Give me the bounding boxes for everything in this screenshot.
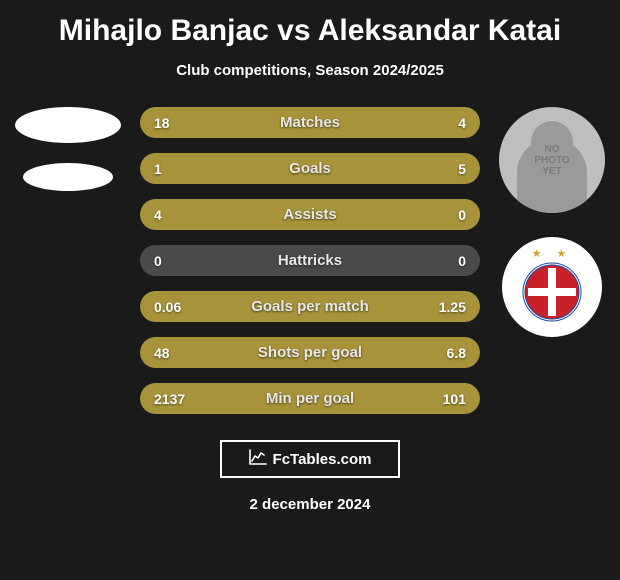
player-left-avatar — [15, 107, 121, 143]
stat-bar: 0 0 Hattricks — [140, 245, 480, 276]
stat-value-right: 101 — [443, 391, 466, 407]
stat-value-left: 1 — [154, 161, 162, 177]
stat-value-right: 0 — [458, 253, 466, 269]
no-photo-label: NO PHOTO YET — [534, 144, 569, 177]
stat-value-right: 6.8 — [447, 345, 466, 361]
stat-value-right: 5 — [458, 161, 466, 177]
stat-bar: 2137 101 Min per goal — [140, 383, 480, 414]
stat-label: Goals — [289, 160, 331, 177]
page-subtitle: Club competitions, Season 2024/2025 — [176, 62, 444, 79]
stat-bar: 48 6.8 Shots per goal — [140, 337, 480, 368]
stat-label: Min per goal — [266, 390, 354, 407]
stat-value-left: 0 — [154, 253, 162, 269]
stat-value-right: 0 — [458, 207, 466, 223]
player-left-club-badge — [23, 163, 113, 191]
stat-value-left: 4 — [154, 207, 162, 223]
infographic-container: Mihajlo Banjac vs Aleksandar Katai Club … — [0, 0, 620, 580]
stat-bar: 18 4 Matches — [140, 107, 480, 138]
stat-label: Hattricks — [278, 252, 342, 269]
stat-bar-fill-right — [419, 107, 480, 138]
chart-icon — [249, 449, 267, 470]
stat-label: Goals per match — [251, 298, 369, 315]
main-row: 18 4 Matches 1 5 Goals 4 0 Assists 0 0 Hattricks 0.0… — [0, 101, 620, 414]
right-player-column: NO PHOTO YET ★ ★ — [492, 101, 612, 337]
page-title: Mihajlo Banjac vs Aleksandar Katai — [59, 14, 561, 48]
footer-date: 2 december 2024 — [250, 496, 371, 513]
stat-value-right: 1.25 — [439, 299, 466, 315]
stat-bar: 1 5 Goals — [140, 153, 480, 184]
star-icon: ★ ★ — [532, 247, 573, 260]
stat-bar-fill-right — [198, 153, 480, 184]
stat-value-left: 0.06 — [154, 299, 181, 315]
stat-bar: 4 0 Assists — [140, 199, 480, 230]
stats-bars-column: 18 4 Matches 1 5 Goals 4 0 Assists 0 0 Hattricks 0.0… — [130, 101, 490, 414]
stat-bar-fill-left — [140, 153, 198, 184]
club-shield-icon — [522, 262, 582, 322]
player-right-avatar: NO PHOTO YET — [499, 107, 605, 213]
stat-label: Matches — [280, 114, 340, 131]
stat-bar: 0.06 1.25 Goals per match — [140, 291, 480, 322]
stat-label: Assists — [283, 206, 336, 223]
stat-value-right: 4 — [458, 115, 466, 131]
stat-value-left: 48 — [154, 345, 170, 361]
stat-label: Shots per goal — [258, 344, 362, 361]
stat-value-left: 18 — [154, 115, 170, 131]
stat-value-left: 2137 — [154, 391, 185, 407]
brand-logo: FcTables.com — [220, 440, 400, 478]
player-right-club-badge: ★ ★ — [502, 237, 602, 337]
brand-label: FcTables.com — [273, 451, 372, 468]
left-player-column — [8, 101, 128, 191]
